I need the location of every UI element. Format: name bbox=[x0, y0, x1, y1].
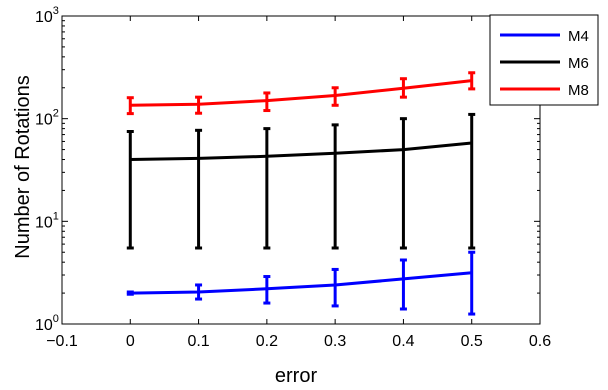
x-tick-label: 0.4 bbox=[392, 333, 414, 350]
plot-lines bbox=[126, 71, 476, 316]
y-tick-label: 102 bbox=[35, 108, 59, 129]
series-m4-line bbox=[130, 271, 472, 295]
x-tick-label: −0.1 bbox=[46, 333, 78, 350]
series-m6-line bbox=[130, 141, 472, 161]
legend-label-m4: M4 bbox=[568, 28, 589, 45]
legend-label-m8: M8 bbox=[568, 82, 589, 99]
x-tick-label: 0.5 bbox=[461, 333, 483, 350]
x-tick-label: 0.6 bbox=[529, 333, 551, 350]
x-tick-label: 0.1 bbox=[187, 333, 209, 350]
x-tick-label: 0.3 bbox=[324, 333, 346, 350]
legend-label-m6: M6 bbox=[568, 55, 589, 72]
x-axis-title: error bbox=[275, 365, 318, 387]
y-tick-label: 100 bbox=[35, 313, 59, 334]
axes-box bbox=[61, 15, 541, 325]
ticks: −0.1 0 0.1 0.2 0.3 0.4 0.5 0.6 100 101 102 103 bbox=[35, 5, 551, 350]
y-tick-label: 103 bbox=[35, 5, 59, 26]
legend: M4 M6 M8 bbox=[489, 14, 599, 106]
series-m8-line bbox=[130, 79, 472, 107]
y-axis-title: Number of Rotations bbox=[12, 75, 34, 258]
y-tick-label: 101 bbox=[35, 210, 59, 231]
x-tick-label: 0.2 bbox=[256, 333, 278, 350]
x-tick-label: 0 bbox=[126, 333, 135, 350]
